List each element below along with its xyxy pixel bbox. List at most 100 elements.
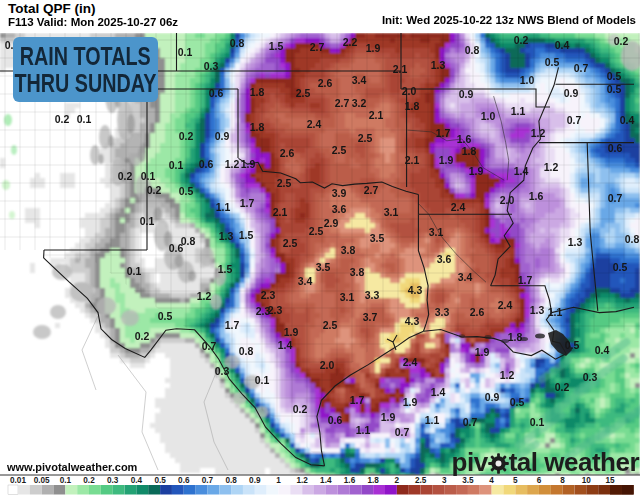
svg-text:3.4: 3.4	[458, 271, 473, 283]
svg-text:0.8: 0.8	[230, 37, 245, 49]
svg-text:0.7: 0.7	[574, 62, 589, 74]
svg-text:4.3: 4.3	[408, 284, 423, 296]
svg-text:0.2: 0.2	[147, 184, 162, 196]
svg-text:3.9: 3.9	[332, 187, 347, 199]
svg-text:0.5: 0.5	[613, 261, 628, 273]
svg-text:0.5: 0.5	[545, 56, 560, 68]
svg-text:1.3: 1.3	[568, 236, 583, 248]
svg-text:2.5: 2.5	[277, 177, 292, 189]
svg-text:2.0: 2.0	[320, 359, 335, 371]
svg-text:0.5: 0.5	[154, 476, 166, 485]
svg-text:0.9: 0.9	[215, 130, 230, 142]
svg-text:1.7: 1.7	[518, 274, 533, 286]
svg-text:2.2: 2.2	[343, 36, 358, 48]
svg-text:1.8: 1.8	[462, 145, 477, 157]
svg-text:0.1: 0.1	[178, 46, 193, 58]
svg-text:0.5: 0.5	[607, 83, 622, 95]
svg-text:0.4: 0.4	[131, 476, 143, 485]
svg-text:1.5: 1.5	[239, 229, 254, 241]
svg-text:1.9: 1.9	[403, 396, 418, 408]
svg-text:1.2: 1.2	[197, 290, 212, 302]
svg-text:0.1: 0.1	[127, 265, 142, 277]
svg-text:0.8: 0.8	[465, 44, 480, 56]
svg-text:2.5: 2.5	[358, 132, 373, 144]
svg-text:3.7: 3.7	[363, 311, 378, 323]
svg-text:2.0: 2.0	[500, 194, 515, 206]
svg-text:3: 3	[442, 476, 447, 485]
svg-text:1.9: 1.9	[284, 326, 299, 338]
svg-text:0.1: 0.1	[255, 374, 270, 386]
svg-text:0.8: 0.8	[239, 345, 254, 357]
svg-text:2.1: 2.1	[369, 109, 384, 121]
svg-text:1.1: 1.1	[548, 306, 563, 318]
svg-text:1.6: 1.6	[529, 190, 544, 202]
svg-text:1.7: 1.7	[350, 394, 365, 406]
svg-text:2.5: 2.5	[323, 319, 338, 331]
svg-text:2.9: 2.9	[324, 217, 339, 229]
svg-text:0.7: 0.7	[202, 340, 217, 352]
svg-text:0.2: 0.2	[83, 476, 95, 485]
svg-text:2.4: 2.4	[451, 201, 466, 213]
svg-text:2.5: 2.5	[283, 237, 298, 249]
svg-text:3.2: 3.2	[352, 97, 367, 109]
svg-text:0.01: 0.01	[10, 476, 26, 485]
svg-text:1.9: 1.9	[241, 158, 256, 170]
svg-text:0.2: 0.2	[555, 381, 570, 393]
svg-text:0.1: 0.1	[530, 416, 545, 428]
svg-text:0.8: 0.8	[181, 235, 196, 247]
svg-text:1.3: 1.3	[530, 304, 545, 316]
svg-text:0.1: 0.1	[140, 215, 155, 227]
svg-text:0.3: 0.3	[215, 365, 230, 377]
svg-text:1.0: 1.0	[520, 74, 535, 86]
svg-text:2.6: 2.6	[318, 77, 333, 89]
svg-text:0.8: 0.8	[225, 476, 237, 485]
svg-text:0.4: 0.4	[620, 114, 635, 126]
svg-text:1.6: 1.6	[457, 133, 472, 145]
svg-text:0.3: 0.3	[107, 476, 119, 485]
svg-text:2: 2	[395, 476, 400, 485]
svg-text:1.9: 1.9	[439, 154, 454, 166]
svg-text:0.2: 0.2	[55, 113, 70, 125]
svg-text:3.5: 3.5	[370, 232, 385, 244]
svg-text:1.7: 1.7	[225, 319, 240, 331]
svg-text:1: 1	[276, 476, 281, 485]
svg-text:3.1: 3.1	[384, 206, 399, 218]
svg-text:1.3: 1.3	[219, 230, 234, 242]
svg-text:2.7: 2.7	[310, 41, 325, 53]
svg-text:2.0: 2.0	[402, 85, 417, 97]
svg-text:3.6: 3.6	[332, 203, 347, 215]
svg-text:1.1: 1.1	[356, 424, 371, 436]
svg-text:1.9: 1.9	[469, 165, 484, 177]
svg-text:0.9: 0.9	[249, 476, 261, 485]
svg-text:1.1: 1.1	[216, 201, 231, 213]
svg-text:2.4: 2.4	[403, 356, 418, 368]
svg-text:1.9: 1.9	[381, 411, 396, 423]
svg-text:1.1: 1.1	[425, 414, 440, 426]
svg-text:3.8: 3.8	[341, 244, 356, 256]
svg-text:0.6: 0.6	[209, 87, 224, 99]
svg-text:3.6: 3.6	[437, 253, 452, 265]
svg-text:4.3: 4.3	[405, 315, 420, 327]
svg-text:0.1: 0.1	[169, 159, 184, 171]
svg-text:2.5: 2.5	[309, 225, 324, 237]
svg-text:1.2: 1.2	[500, 369, 515, 381]
svg-text:1.0: 1.0	[481, 110, 496, 122]
svg-text:0.2: 0.2	[135, 330, 150, 342]
svg-text:1.2: 1.2	[544, 161, 559, 173]
svg-text:1.5: 1.5	[218, 263, 233, 275]
svg-text:0.3: 0.3	[583, 371, 598, 383]
svg-text:0.2: 0.2	[514, 34, 529, 46]
svg-text:2.4: 2.4	[307, 118, 322, 130]
svg-text:0.3: 0.3	[204, 60, 219, 72]
svg-text:3.4: 3.4	[298, 275, 313, 287]
svg-text:1.8: 1.8	[405, 100, 420, 112]
svg-text:0.6: 0.6	[608, 142, 623, 154]
svg-text:1.8: 1.8	[508, 331, 523, 343]
svg-text:1.8: 1.8	[250, 86, 265, 98]
svg-text:0.4: 0.4	[595, 344, 610, 356]
svg-text:1.6: 1.6	[344, 476, 356, 485]
svg-text:1.2: 1.2	[225, 158, 240, 170]
svg-text:2.1: 2.1	[393, 63, 408, 75]
svg-text:0.9: 0.9	[459, 88, 474, 100]
svg-text:0.7: 0.7	[608, 192, 623, 204]
